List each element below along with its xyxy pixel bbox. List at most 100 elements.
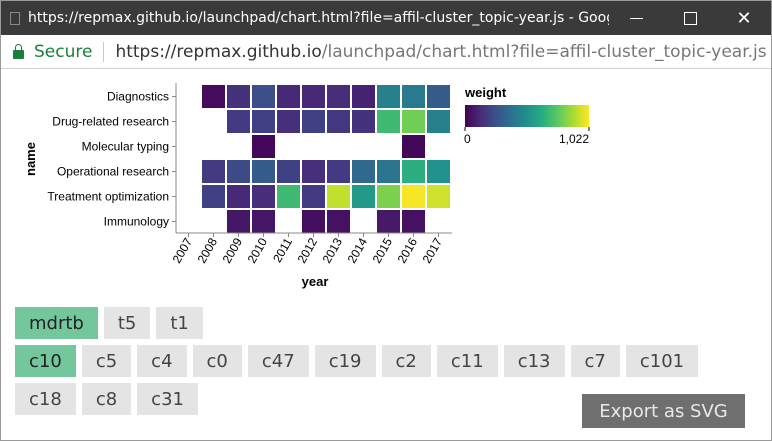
window-title: https://repmax.github.io/launchpad/chart… <box>28 10 609 26</box>
heatmap-cell <box>377 160 400 183</box>
export-svg-button[interactable]: Export as SVG <box>582 394 745 428</box>
x-tick-label: 2011 <box>270 235 295 265</box>
heatmap-cell <box>252 85 275 108</box>
filter-button-mdrtb[interactable]: mdrtb <box>15 307 98 339</box>
legend-max-label: 1,022 <box>559 132 589 146</box>
heatmap-cell <box>227 210 250 233</box>
heatmap-cell <box>402 110 425 133</box>
filter-button-c4[interactable]: c4 <box>137 345 187 377</box>
heatmap-cell <box>227 160 250 183</box>
heatmap-cell <box>327 160 350 183</box>
heatmap-cell <box>202 85 225 108</box>
filter-button-c5[interactable]: c5 <box>81 345 132 377</box>
legend-title: weight <box>464 85 507 100</box>
y-tick-label: Immunology <box>104 215 169 229</box>
legend-gradient <box>465 105 589 127</box>
heatmap-cell <box>252 210 275 233</box>
minimize-button[interactable] <box>609 1 663 35</box>
x-tick-label: 2009 <box>220 235 246 265</box>
url-host: https://repmax.github.io <box>115 41 322 62</box>
maximize-icon <box>683 11 697 25</box>
heatmap-cell <box>277 85 300 108</box>
x-tick-label: 2014 <box>345 235 371 265</box>
heatmap-cell <box>227 185 250 208</box>
heatmap-cell <box>327 210 350 233</box>
heatmap-cell <box>277 185 300 208</box>
filter-button-c47[interactable]: c47 <box>247 345 309 377</box>
x-tick-label: 2015 <box>370 235 396 265</box>
filter-button-c2[interactable]: c2 <box>381 345 431 377</box>
x-tick-label: 2012 <box>295 235 321 265</box>
heatmap-cell <box>327 110 350 133</box>
heatmap-cell <box>377 110 400 133</box>
x-tick-label: 2016 <box>395 235 421 265</box>
heatmap-cell <box>327 85 350 108</box>
heatmap-cell <box>377 210 400 233</box>
close-icon: ✕ <box>736 7 752 29</box>
x-tick-label: 2013 <box>320 235 346 265</box>
address-bar[interactable]: Secure https://repmax.github.io/launchpa… <box>1 35 771 69</box>
heatmap-cell <box>302 185 325 208</box>
heatmap-cell <box>427 110 450 133</box>
y-tick-label: Molecular typing <box>82 140 169 154</box>
x-tick-label: 2007 <box>170 235 196 265</box>
heatmap-cell <box>327 185 350 208</box>
x-tick-label: 2017 <box>420 235 446 265</box>
close-button[interactable]: ✕ <box>717 1 771 35</box>
heatmap-cell <box>427 160 450 183</box>
heatmap-cell <box>402 160 425 183</box>
filter-button-c101[interactable]: c101 <box>625 345 699 377</box>
filter-row-clusters: c10 c5 c4 c0 c47 c19 c2 c11 c13 c7 c101 <box>15 345 704 377</box>
filter-row-clusters-more: c18 c8 c31 <box>15 383 204 415</box>
heatmap-cell <box>377 185 400 208</box>
heatmap-cell <box>302 210 325 233</box>
filter-button-c19[interactable]: c19 <box>314 345 376 377</box>
heatmap-cell <box>252 110 275 133</box>
y-tick-label: Diagnostics <box>107 90 169 104</box>
heatmap-cell <box>427 185 450 208</box>
page-icon <box>10 11 20 25</box>
heatmap-cell <box>277 110 300 133</box>
filter-button-c0[interactable]: c0 <box>192 345 242 377</box>
heatmap-cell <box>277 160 300 183</box>
legend-min-label: 0 <box>464 132 471 146</box>
filter-row-topics: mdrtb t5 t1 <box>15 307 209 339</box>
filter-button-c13[interactable]: c13 <box>503 345 565 377</box>
filter-button-c31[interactable]: c31 <box>137 383 198 415</box>
heatmap-cell <box>252 160 275 183</box>
legend: weight 0 1,022 <box>464 85 590 146</box>
heatmap-cell <box>302 85 325 108</box>
heatmap-cell <box>252 135 275 158</box>
filter-button-c8[interactable]: c8 <box>81 383 132 415</box>
x-tick-label: 2008 <box>195 235 221 265</box>
y-tick-label: Treatment optimization <box>47 190 169 204</box>
secure-label: Secure <box>34 41 93 62</box>
heatmap-cell <box>302 110 325 133</box>
heatmap-cell <box>377 85 400 108</box>
lock-icon <box>13 44 24 59</box>
filter-button-c7[interactable]: c7 <box>570 345 620 377</box>
y-tick-label: Operational research <box>57 165 169 179</box>
heatmap-cell <box>202 160 225 183</box>
address-separator <box>103 41 105 62</box>
filter-button-t1[interactable]: t1 <box>156 307 203 339</box>
x-tick-label: 2010 <box>245 235 271 265</box>
x-axis-title: year <box>302 274 329 289</box>
heatmap-cell <box>252 185 275 208</box>
heatmap-cell <box>352 185 375 208</box>
maximize-button[interactable] <box>663 1 717 35</box>
heatmap-cell <box>427 85 450 108</box>
y-tick-label: Drug-related research <box>52 115 169 129</box>
heatmap-cell <box>302 160 325 183</box>
heatmap-cell <box>227 110 250 133</box>
heatmap-cell <box>402 185 425 208</box>
minimize-icon <box>629 17 643 19</box>
heatmap-cell <box>202 185 225 208</box>
filter-button-c11[interactable]: c11 <box>436 345 498 377</box>
filter-button-t5[interactable]: t5 <box>103 307 151 339</box>
filter-button-c10[interactable]: c10 <box>15 345 76 377</box>
heatmap-cell <box>227 85 250 108</box>
filter-button-c18[interactable]: c18 <box>15 383 76 415</box>
title-bar: https://repmax.github.io/launchpad/chart… <box>1 1 771 35</box>
